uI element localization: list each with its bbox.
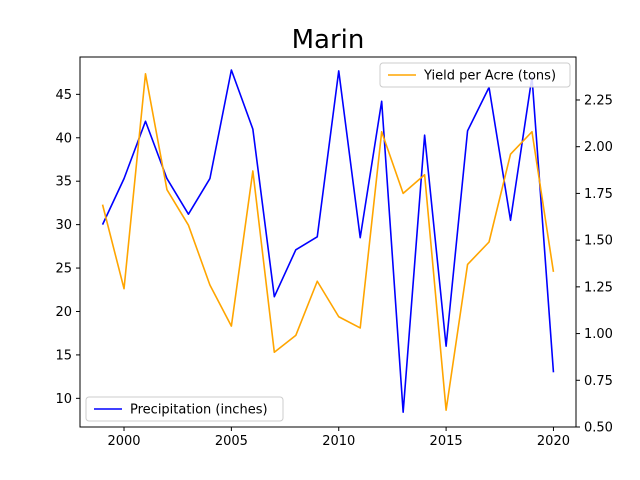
series-line-yield [101,73,555,411]
x-tick-label-4: 2020 [537,434,570,449]
left-y-tick-label-5: 35 [55,175,72,190]
left-y-tick-label-6: 40 [55,131,72,146]
left-y-tick-label-0: 10 [55,392,72,407]
left-y-tick-label-3: 25 [55,262,72,277]
right-y-tick-label-3: 1.25 [584,280,613,295]
plot-frame [79,56,577,428]
x-tick-label-3: 2015 [430,434,463,449]
left-y-tick-label-1: 15 [55,348,72,363]
x-tick-label-1: 2005 [215,434,248,449]
legend-label-yield: Yield per Acre (tons) [423,69,556,84]
right-y-tick-label-0: 0.50 [584,421,613,436]
left-y-tick-label-2: 20 [55,305,72,320]
series-line-precipitation [101,69,555,414]
left-y-tick-label-4: 30 [55,218,72,233]
right-y-tick-label-1: 0.75 [584,374,613,389]
legend-label-precipitation: Precipitation (inches) [130,403,268,418]
legend-box-yield [379,62,571,88]
x-tick-label-0: 2000 [107,434,140,449]
right-y-tick-label-5: 1.75 [584,187,613,202]
right-y-tick-label-7: 2.25 [584,93,613,108]
right-y-tick-label-2: 1.00 [584,327,613,342]
x-tick-label-2: 2010 [322,434,355,449]
right-y-tick-label-6: 2.00 [584,140,613,155]
left-y-tick-label-7: 45 [55,88,72,103]
legend-box-precipitation [85,396,284,422]
right-y-tick-label-4: 1.50 [584,234,613,249]
chart-title: Marin [292,25,365,55]
